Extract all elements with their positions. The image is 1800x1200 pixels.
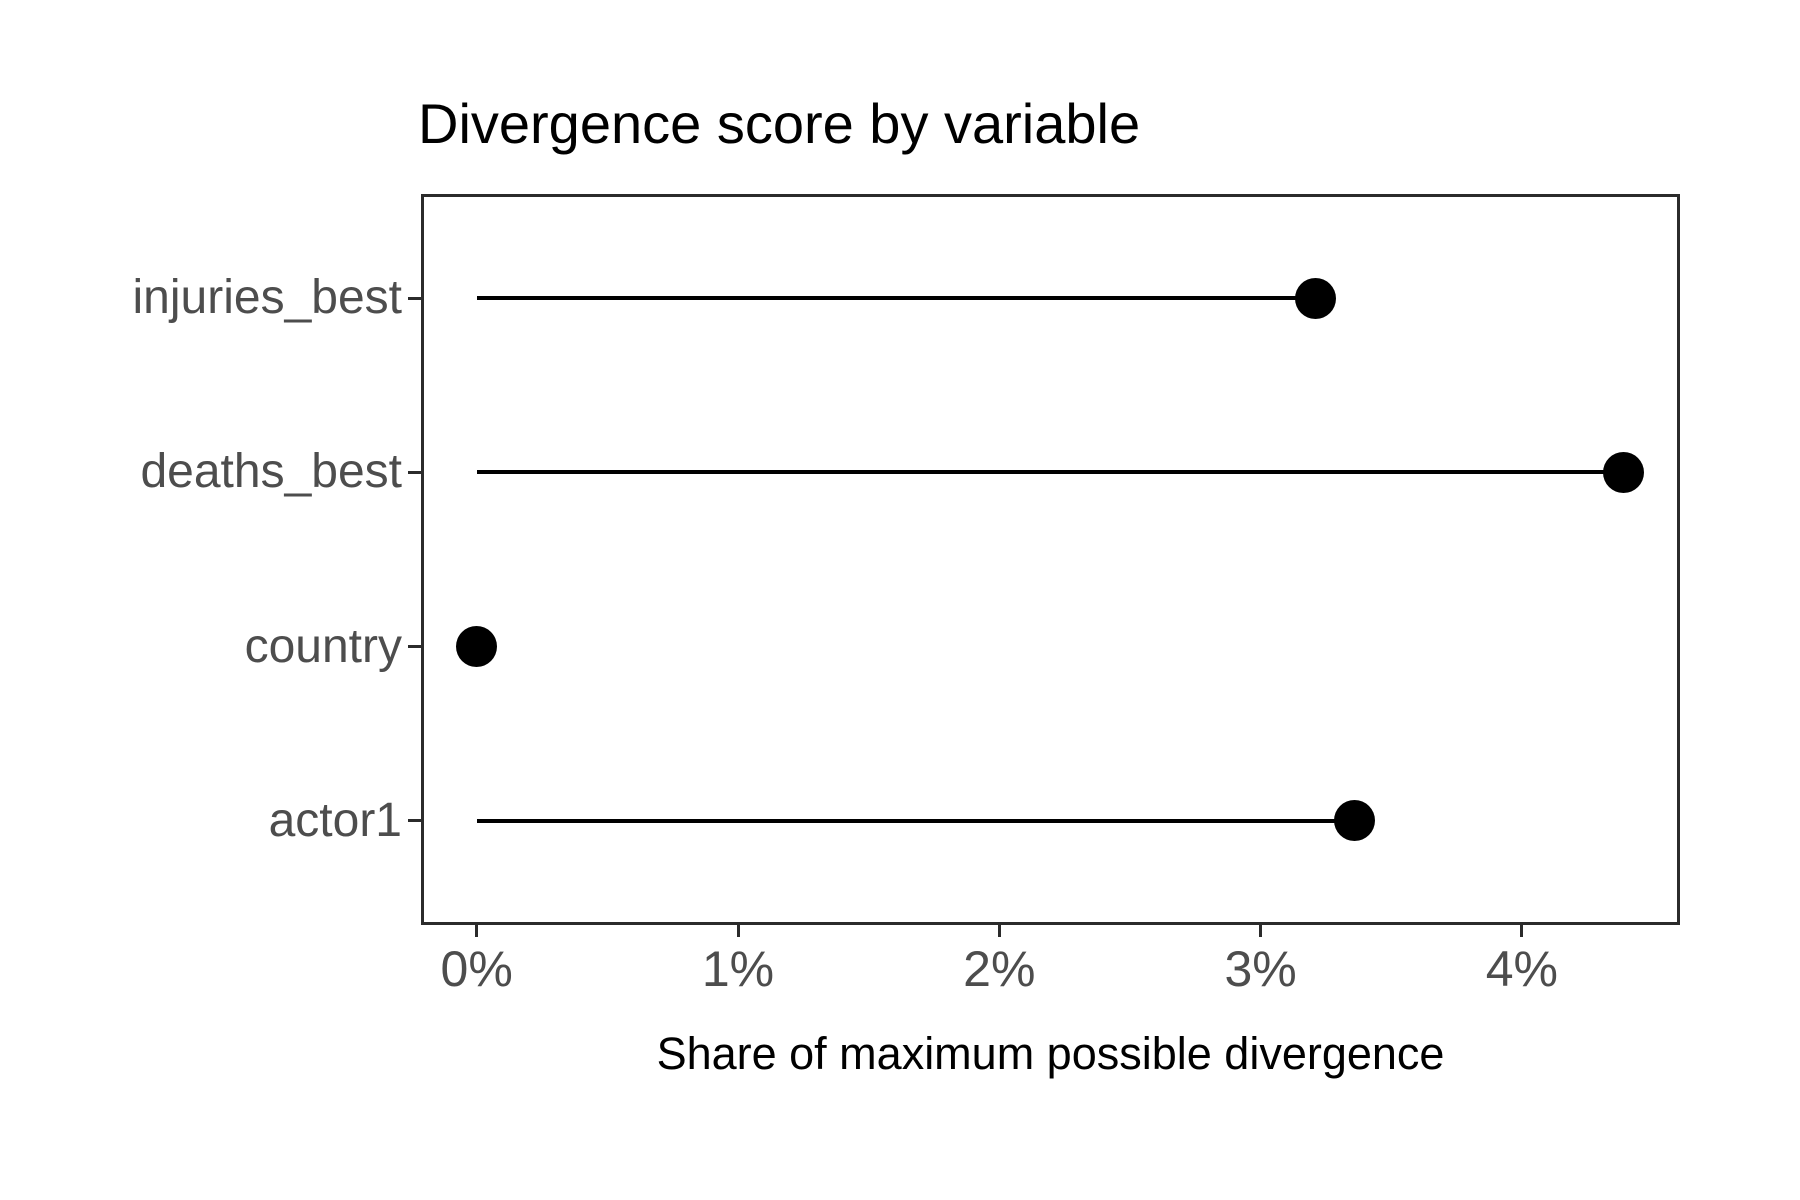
lollipop-dot: [1334, 800, 1376, 842]
y-axis-tick: [408, 470, 421, 474]
x-axis-tick-label: 0%: [440, 941, 513, 997]
lollipop-dot: [1603, 451, 1645, 493]
y-axis-tick: [408, 819, 421, 823]
plot-panel: [421, 194, 1680, 925]
x-axis-title: Share of maximum possible divergence: [656, 1028, 1445, 1079]
x-axis-tick: [736, 925, 740, 937]
lollipop-dot: [456, 626, 498, 668]
y-axis-label: deaths_best: [140, 445, 402, 499]
chart-title: Divergence score by variable: [418, 92, 1141, 155]
y-axis-tick: [408, 645, 421, 649]
x-axis-tick-label: 1%: [701, 941, 775, 997]
y-axis-tick: [408, 296, 421, 300]
lollipop-stem: [476, 818, 1355, 823]
lollipop-dot: [1294, 277, 1336, 319]
lollipop-stem: [476, 296, 1316, 301]
lollipop-stem: [476, 470, 1624, 475]
x-axis-tick: [1520, 925, 1524, 937]
y-axis-label: actor1: [268, 793, 402, 847]
x-axis-tick: [475, 925, 479, 937]
y-axis-label: country: [244, 619, 402, 673]
x-axis-tick-label: 2%: [963, 941, 1036, 997]
x-axis-tick-label: 4%: [1485, 941, 1559, 997]
y-axis-label: injuries_best: [132, 271, 402, 325]
x-axis-tick-label: 3%: [1224, 941, 1297, 997]
x-axis-tick: [997, 925, 1001, 937]
x-axis-tick: [1259, 925, 1263, 937]
